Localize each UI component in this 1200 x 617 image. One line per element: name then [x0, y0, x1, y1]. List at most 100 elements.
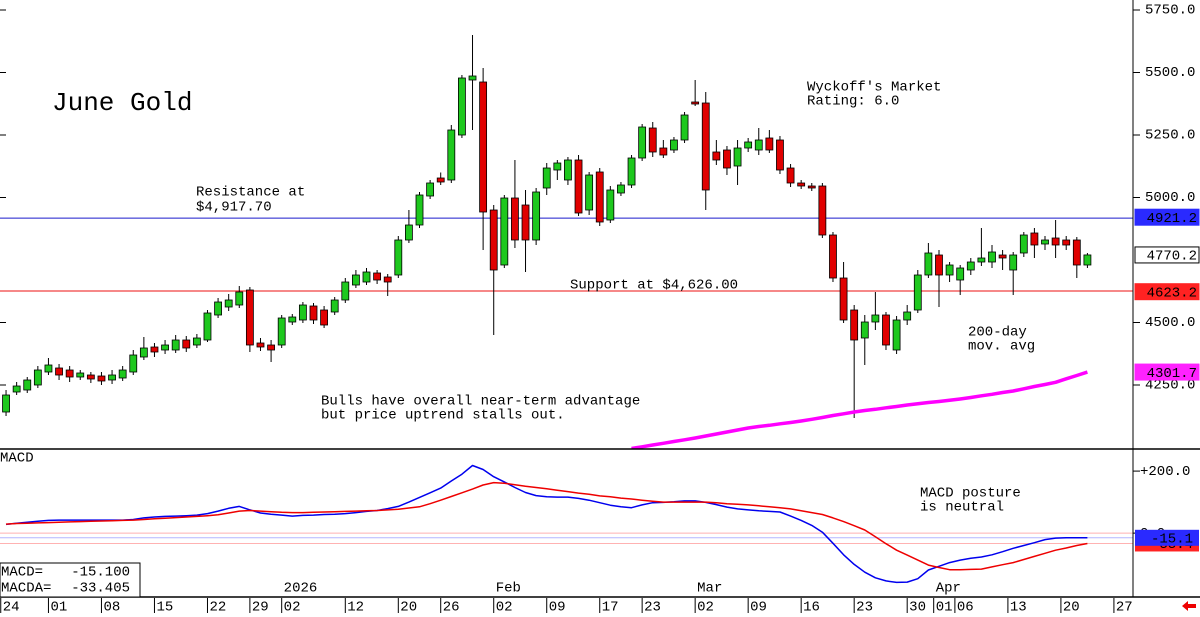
x-tick-label: 15: [156, 600, 173, 616]
candle-body: [55, 367, 63, 376]
ma-label: 200-day: [968, 325, 1027, 341]
candle-body: [341, 281, 350, 301]
candle-body: [765, 137, 774, 151]
candle-body: [1041, 239, 1049, 245]
level-label: $4,917.70: [196, 200, 272, 216]
candle-body: [362, 271, 371, 283]
y-tick-label: 4250.0: [1145, 378, 1195, 394]
readout-value: -15.100: [71, 565, 130, 581]
candle-body: [542, 167, 551, 189]
price-layer: [0, 35, 1133, 449]
macd-line: [5, 464, 1088, 584]
candle-body: [182, 339, 191, 349]
candle-body: [627, 157, 636, 186]
candle-body: [1019, 234, 1028, 254]
candle-body: [1083, 254, 1092, 266]
macd-layer: [0, 464, 1133, 584]
x-tick-label: 27: [1116, 600, 1133, 616]
x-tick-label: 02: [496, 600, 513, 616]
candle-body: [150, 346, 159, 353]
candle-body: [203, 312, 212, 341]
candle-body: [850, 309, 859, 341]
candle-body: [86, 374, 95, 380]
readout-label: MACD=: [1, 565, 43, 581]
candle-body: [903, 311, 912, 321]
x-tick-label: 22: [209, 600, 226, 616]
candle-body: [426, 182, 435, 197]
candle-body: [1062, 239, 1071, 246]
month-label: 2026: [284, 581, 318, 597]
candle-body: [415, 194, 424, 226]
x-tick-label: 13: [1010, 600, 1027, 616]
month-label: Apr: [936, 581, 961, 597]
candle-body: [945, 264, 954, 276]
panel-title: MACD: [0, 451, 34, 467]
candle-body: [998, 254, 1007, 259]
y-tick-label: 5000.0: [1145, 190, 1195, 206]
price-marker-label: 4921.2: [1147, 211, 1197, 227]
candle-body: [245, 289, 254, 346]
macd-marker: [1135, 529, 1199, 546]
candle-body: [1051, 237, 1060, 246]
candle-body: [12, 385, 21, 393]
x-tick-label: 20: [1063, 600, 1080, 616]
candle-body: [670, 139, 678, 151]
x-tick-label: 02: [284, 600, 301, 616]
candle-body: [65, 369, 74, 378]
candle-body: [1030, 232, 1039, 246]
candle-body: [553, 162, 562, 171]
x-tick-label: 23: [856, 600, 873, 616]
candle-body: [797, 182, 806, 187]
price-marker-label: 4301.7: [1147, 366, 1197, 382]
candle-body: [2, 394, 10, 413]
candle-body: [521, 204, 530, 241]
candle-body: [267, 344, 275, 351]
readout-box: [0, 562, 141, 598]
candle-body: [171, 339, 180, 351]
candle-body: [489, 209, 498, 271]
candle-body: [139, 347, 148, 358]
price-marker: [1134, 283, 1200, 301]
candle-body: [351, 274, 360, 286]
candle-body: [1009, 254, 1018, 271]
annotation: Rating: 6.0: [807, 94, 899, 110]
candle-body: [118, 369, 127, 379]
readout-label: MACDA=: [1, 581, 51, 597]
candle-body: [564, 159, 572, 181]
candle-body: [436, 177, 445, 183]
x-tick-label: 12: [347, 600, 364, 616]
candle-body: [76, 372, 85, 378]
candle-body: [108, 374, 116, 381]
moving-average: [631, 370, 1088, 449]
candle-body: [935, 254, 943, 276]
candle-body: [192, 337, 201, 346]
annotation: Wyckoff's Market: [807, 80, 941, 96]
candle-body: [733, 147, 742, 167]
level-label: Support at $4,626.00: [570, 278, 738, 294]
x-tick-label: 09: [750, 600, 767, 616]
candle-body: [405, 224, 413, 241]
price-marker: [1134, 246, 1200, 264]
month-label: Feb: [496, 581, 521, 597]
price-marker: [1134, 363, 1200, 381]
candle-body: [458, 77, 466, 136]
x-tick-label: 16: [803, 600, 820, 616]
y-tick-label: +200.0: [1140, 464, 1190, 480]
price-marker-label: 4770.2: [1147, 249, 1197, 265]
candle-body: [606, 189, 615, 221]
y-tick-label: 5500.0: [1145, 65, 1195, 81]
price-marker: [1134, 208, 1200, 226]
candle-body: [394, 239, 403, 276]
x-tick-label: 20: [400, 600, 417, 616]
candle-body: [44, 364, 53, 373]
candle-body: [383, 276, 392, 283]
candle-body: [277, 317, 286, 346]
candle-body: [161, 344, 169, 351]
candle-body: [235, 291, 244, 306]
candle-body: [617, 184, 625, 194]
y-tick-label: 5250.0: [1145, 128, 1195, 144]
candle-body: [723, 149, 731, 169]
annotation: but price uptrend stalls out.: [321, 408, 565, 424]
y-tick-label: 5750.0: [1145, 3, 1195, 19]
